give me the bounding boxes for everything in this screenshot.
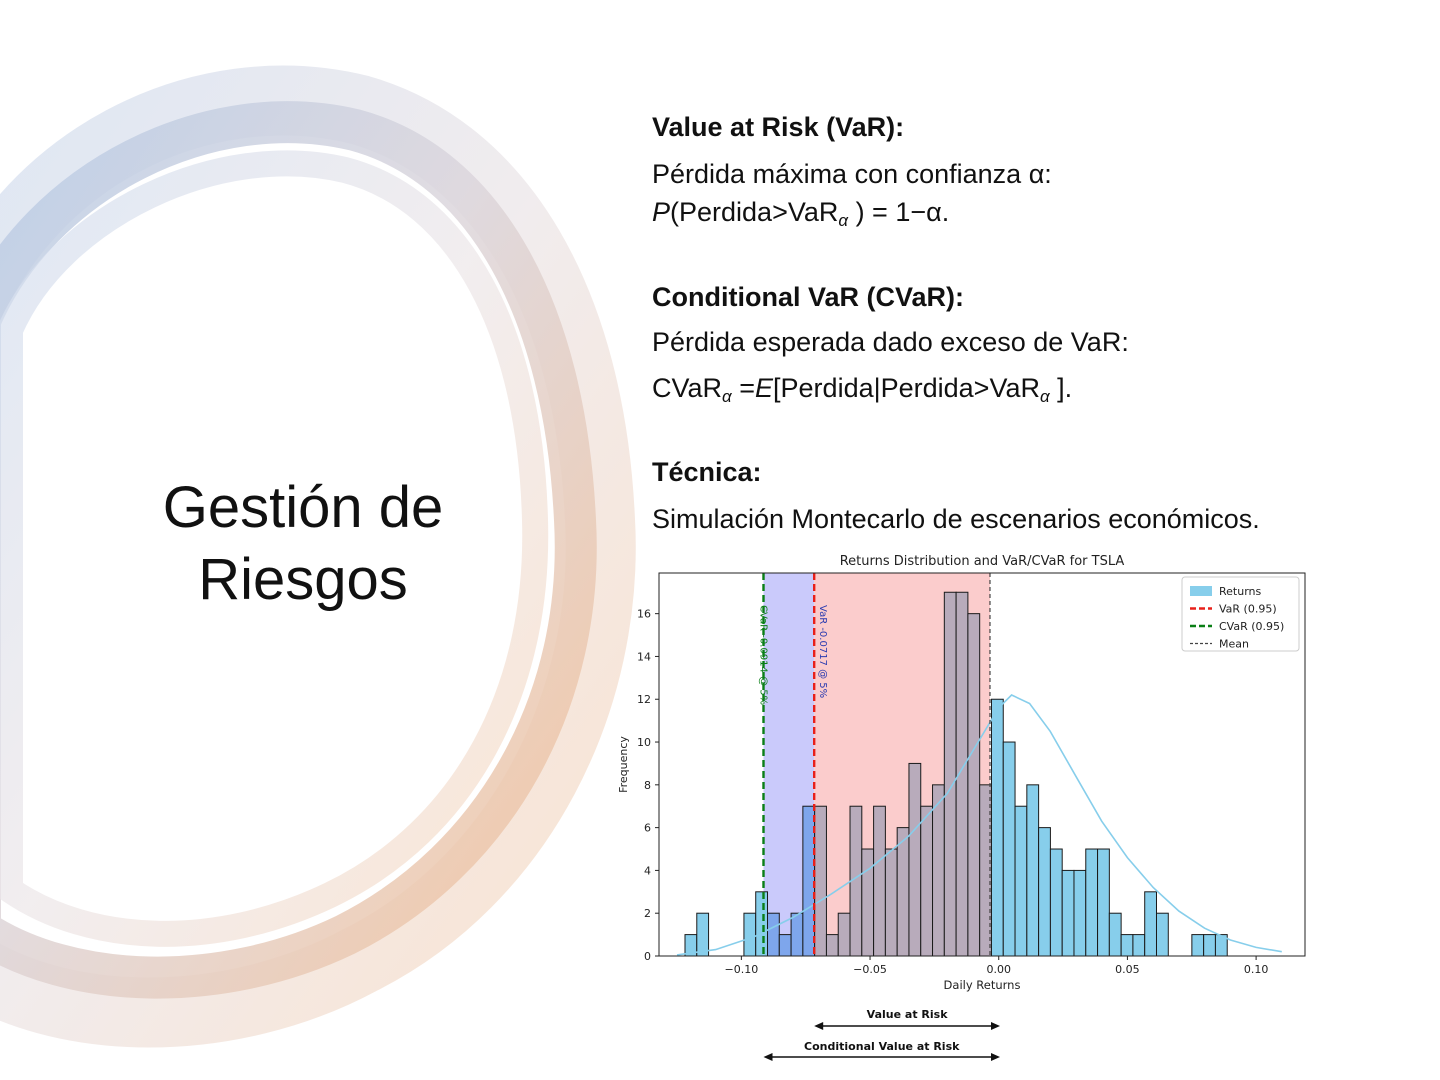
cvar-formula-lhs: CVaR [652, 373, 723, 403]
histogram-bar [837, 912, 851, 957]
histogram-bar [861, 848, 875, 957]
title-line-1: Gestión de [162, 475, 444, 540]
legend-label: Returns [1219, 585, 1262, 598]
histogram-bar [1097, 848, 1110, 957]
y-tick-label: 8 [644, 779, 651, 792]
var-heading: Value at Risk (VaR): [652, 112, 905, 142]
var-formula: P(Perdida>VaRα ) = 1−α. [652, 197, 949, 231]
y-tick-label: 16 [637, 608, 651, 621]
histogram-bar [1014, 805, 1028, 957]
x-tick-label: −0.10 [724, 963, 758, 976]
value-at-risk-annotation: Value at Risk [867, 1008, 949, 1021]
var-formula-alpha: α [838, 211, 849, 230]
plot-frame [658, 572, 1306, 957]
cvar-formula-alpha-2: α [1039, 387, 1050, 406]
y-tick-label: 14 [637, 650, 651, 663]
histogram-bar [1061, 869, 1075, 957]
cvar-annotation: Conditional Value at Risk [804, 1040, 960, 1053]
histogram-bar [1191, 934, 1205, 957]
y-tick-label: 6 [644, 822, 651, 835]
histogram-bar [884, 848, 898, 957]
cvar-arrow-head-right [991, 1053, 1000, 1061]
histogram-bar [873, 805, 886, 957]
histogram-bar [1073, 869, 1087, 957]
decorative-ring [0, 65, 636, 1048]
cvar-formula: CVaRα =E[Perdida|Perdida>VaRα ]. [652, 373, 1072, 407]
histogram-bar [1038, 827, 1051, 957]
histogram-bar [896, 827, 910, 957]
cvar-heading: Conditional VaR (CVaR): [652, 282, 965, 312]
histogram-bar [1049, 848, 1063, 957]
technique-heading: Técnica: [652, 457, 762, 487]
title-line-2: Riesgos [198, 547, 408, 612]
y-tick-label: 2 [644, 907, 651, 920]
y-tick-label: 10 [637, 736, 651, 749]
legend-label: CVaR (0.95) [1219, 620, 1284, 633]
value-at-risk-arrow-head-left [814, 1022, 824, 1030]
cvar-formula-end: ]. [1049, 373, 1073, 403]
histogram-bar [1203, 934, 1216, 957]
histogram-bar [920, 805, 934, 957]
histogram-bar [778, 934, 792, 957]
var-definition: Pérdida máxima con confianza α: [652, 159, 1052, 189]
y-tick-label: 4 [644, 864, 651, 877]
value-at-risk-arrow-head-right [991, 1022, 1000, 1030]
histogram-bar [1108, 912, 1122, 957]
histogram-bar [932, 784, 945, 957]
histogram-bar [825, 934, 839, 957]
histogram-bar [1002, 741, 1016, 957]
histogram-bar [990, 698, 1004, 957]
legend-label: VaR (0.95) [1219, 603, 1277, 616]
y-axis-label: Frequency [617, 736, 630, 793]
histogram-bar [955, 591, 969, 957]
chart-title: Returns Distribution and VaR/CVaR for TS… [840, 554, 1125, 569]
histogram-bar [967, 613, 981, 957]
histogram-bar [1085, 848, 1099, 957]
y-tick-label: 0 [644, 950, 651, 963]
histogram-bar [743, 912, 757, 957]
y-tick-label: 12 [637, 693, 651, 706]
x-tick-label: 0.05 [1115, 963, 1140, 976]
x-tick-label: −0.05 [853, 963, 887, 976]
histogram-bar [1155, 912, 1169, 957]
x-axis-label: Daily Returns [944, 978, 1021, 992]
cvar-formula-eq: = [731, 373, 756, 403]
var-formula-p: P [652, 197, 671, 227]
cvar-formula-e: E [755, 373, 774, 403]
histogram-bar [802, 805, 816, 957]
slide-title: Gestión de Riesgos [120, 472, 486, 616]
histogram-bar [1026, 784, 1040, 957]
var-label: VaR -0.0717 @ 5% [817, 605, 828, 698]
kde-curve [676, 694, 1282, 956]
histogram-bar [1132, 934, 1146, 957]
histogram-bar [696, 912, 710, 957]
legend-swatch-returns [1190, 586, 1212, 596]
var-formula-body: (Perdida>VaR [670, 197, 839, 227]
returns-histogram-chart: CVaR -0.0914 @ 5% VaR -0.0717 @ 5% 0 2 4 6 8 10… [617, 554, 1306, 1061]
histogram-bar [1144, 891, 1157, 957]
histogram-bar [790, 912, 804, 957]
cvar-formula-alpha-1: α [722, 387, 732, 406]
histogram-bar [943, 591, 957, 957]
cvar-label: CVaR -0.0914 @ 5% [757, 605, 768, 705]
histogram-bar [767, 912, 780, 957]
technique-description: Simulación Montecarlo de escenarios econ… [652, 504, 1260, 534]
x-tick-label: 0.00 [986, 963, 1011, 976]
histogram-bar [814, 805, 827, 957]
histogram-bar [908, 762, 922, 957]
cvar-formula-body: [Perdida|Perdida>VaR [773, 373, 1040, 403]
var-formula-end: ) = 1−α. [848, 197, 950, 227]
histogram-bar [755, 891, 769, 957]
cvar-definition: Pérdida esperada dado exceso de VaR: [652, 327, 1129, 357]
cvar-arrow-head-left [763, 1053, 773, 1061]
x-tick-label: 0.10 [1244, 963, 1269, 976]
histogram-bar [1120, 934, 1134, 957]
chart-legend: Returns VaR (0.95) CVaR (0.95) Mean [1181, 576, 1300, 652]
legend-label: Mean [1219, 638, 1249, 651]
